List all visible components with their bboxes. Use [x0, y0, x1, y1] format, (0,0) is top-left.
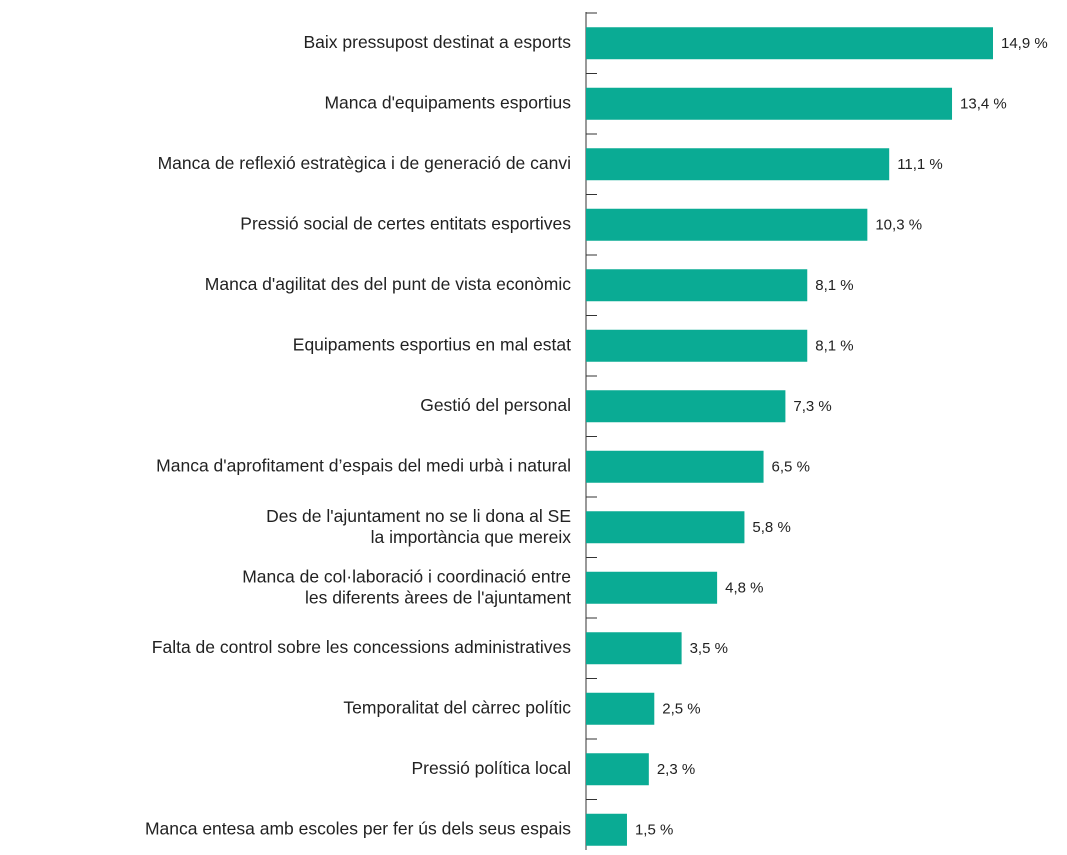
bar	[586, 87, 953, 120]
value-label: 7,3 %	[793, 398, 831, 415]
category-label: Pressió política local	[411, 758, 571, 778]
category-label: Manca d'equipaments esportius	[324, 92, 571, 112]
value-label: 14,9 %	[1001, 35, 1048, 52]
category-label: Des de l'ajuntament no se li dona al SE l…	[266, 505, 571, 546]
value-label: 6,5 %	[772, 459, 810, 476]
bar	[586, 329, 808, 362]
value-label: 1,5 %	[635, 822, 673, 839]
category-label-line: Des de l'ajuntament no se li dona al SE	[266, 505, 571, 525]
bar	[586, 148, 890, 181]
category-label: Equipaments esportius en mal estat	[293, 334, 571, 354]
bar	[586, 632, 682, 665]
bar	[586, 27, 993, 60]
category-label-line: la importància que mereix	[371, 526, 572, 546]
bar	[586, 390, 786, 423]
value-label: 4,8 %	[725, 580, 763, 597]
bar	[586, 269, 808, 302]
category-label-line: Manca de col·laboració i coordinació ent…	[242, 566, 571, 586]
value-label: 2,5 %	[662, 701, 700, 718]
bar	[586, 571, 718, 604]
bar	[586, 813, 627, 846]
value-label: 3,5 %	[690, 640, 728, 657]
value-label: 2,3 %	[657, 761, 695, 778]
bar	[586, 511, 745, 544]
value-label: 10,3 %	[875, 217, 922, 234]
category-label: Manca entesa amb escoles per fer ús dels…	[145, 818, 571, 838]
bar	[586, 692, 655, 725]
value-label: 8,1 %	[815, 338, 853, 355]
category-label: Manca de col·laboració i coordinació ent…	[242, 566, 571, 607]
value-label: 13,4 %	[960, 96, 1007, 113]
category-label: Manca de reflexió estratègica i de gener…	[158, 153, 571, 173]
category-label-line: les diferents àrees de l'ajuntament	[305, 587, 571, 607]
bar	[586, 208, 868, 241]
category-label: Manca d'agilitat des del punt de vista e…	[205, 274, 571, 294]
value-label: 11,1 %	[897, 156, 943, 173]
category-label: Baix pressupost destinat a esports	[303, 32, 571, 52]
category-label: Gestió del personal	[420, 395, 571, 415]
value-label: 5,8 %	[752, 519, 790, 536]
bar	[586, 450, 764, 483]
value-label: 8,1 %	[815, 277, 853, 294]
bar	[586, 753, 649, 786]
category-label: Falta de control sobre les concessions a…	[152, 637, 571, 657]
category-label: Pressió social de certes entitats esport…	[240, 213, 571, 233]
category-label: Temporalitat del càrrec polític	[343, 697, 571, 717]
category-label: Manca d'aprofitament d’espais del medi u…	[156, 455, 571, 475]
